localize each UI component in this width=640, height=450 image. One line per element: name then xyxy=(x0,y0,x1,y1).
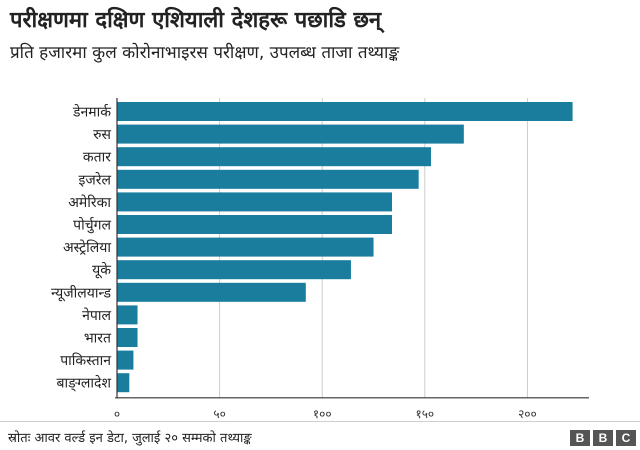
category-label: नेपाल xyxy=(82,307,111,324)
logo-letter: B xyxy=(570,430,590,446)
x-tick-label: २०० xyxy=(518,407,537,420)
category-label: भारत xyxy=(84,331,112,347)
chart-title: परीक्षणमा दक्षिण एशियाली देशहरू पछाडि छन… xyxy=(10,8,382,33)
bar xyxy=(117,373,130,393)
bar xyxy=(117,147,431,167)
bar xyxy=(117,192,392,212)
bar xyxy=(117,350,134,370)
category-label: इजरेल xyxy=(79,171,112,188)
bar xyxy=(117,305,138,325)
category-label: कतार xyxy=(83,150,111,166)
bbc-logo: B B C xyxy=(570,430,636,446)
tick-labels: ० ५० १०० १५० २०० xyxy=(114,407,537,420)
bar-chart: डेनमार्क रुस कतार इजरेल अमेरिका पोर्चुगल अस्ट्… xyxy=(51,98,589,420)
bar xyxy=(117,215,392,234)
category-label: डेनमार्क xyxy=(72,104,111,121)
chart-subtitle: प्रति हजारमा कुल कोरोनाभाइरस परीक्षण, उप… xyxy=(10,43,400,63)
x-tick-label: १५० xyxy=(415,407,434,420)
bars xyxy=(117,102,573,393)
x-tick-label: ५० xyxy=(213,407,225,420)
footer-divider xyxy=(0,421,640,422)
bar xyxy=(117,102,573,121)
category-label: रुस xyxy=(93,127,111,143)
axes xyxy=(115,98,589,399)
bar xyxy=(117,237,374,257)
bar xyxy=(117,328,138,347)
x-tick-label: ० xyxy=(114,407,120,420)
category-label: अमेरिका xyxy=(68,194,111,211)
category-labels: डेनमार्क रुस कतार इजरेल अमेरिका पोर्चुगल अस्ट्… xyxy=(51,104,112,392)
category-label: न्यूजीलयान्ड xyxy=(51,284,112,301)
source-note: स्रोतः आवर वर्ल्ड इन डेटा, जुलाई २० सम्म… xyxy=(8,431,252,446)
category-label: अस्ट्रेलिया xyxy=(63,239,111,256)
x-tick-label: १०० xyxy=(313,407,332,420)
bar xyxy=(117,169,419,189)
category-label: पाकिस्तान xyxy=(60,352,111,369)
logo-letter: C xyxy=(616,430,636,446)
bar xyxy=(117,282,306,302)
category-label: यूके xyxy=(92,262,111,279)
logo-letter: B xyxy=(593,430,613,446)
category-label: बाङ्ग्लादेश xyxy=(56,375,111,392)
bar xyxy=(117,124,464,144)
category-label: पोर्चुगल xyxy=(73,217,111,234)
bar xyxy=(117,260,351,280)
